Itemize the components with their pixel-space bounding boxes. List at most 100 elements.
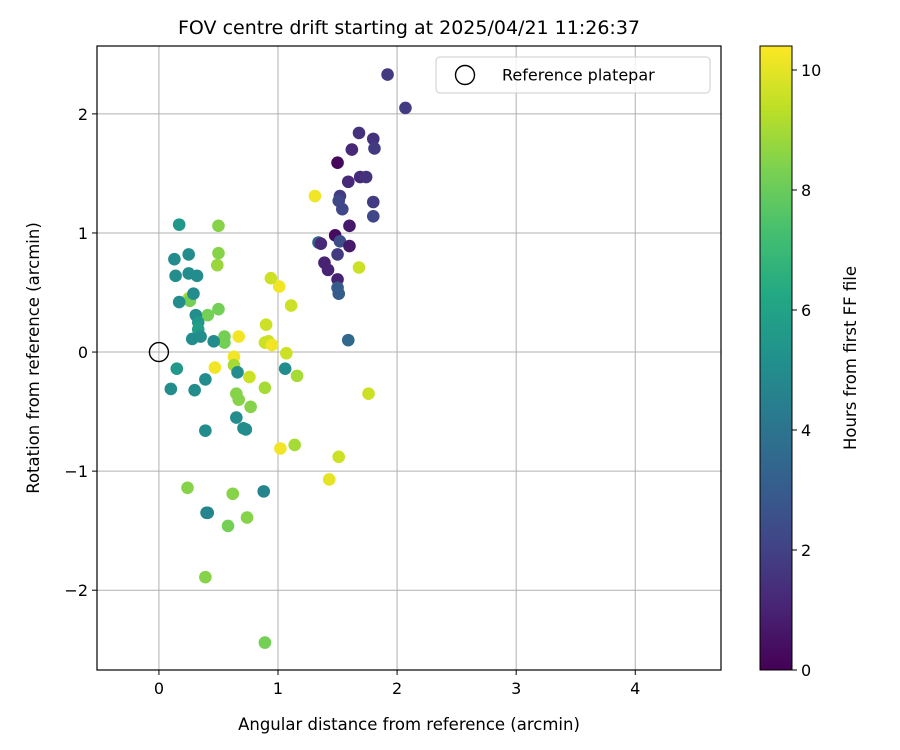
scatter-point [368, 142, 381, 155]
scatter-point [212, 246, 225, 260]
scatter-point [274, 442, 287, 455]
x-axis-ticks: 0 1 2 3 4 [154, 670, 640, 698]
scatter-point [169, 269, 182, 283]
scatter-point [345, 143, 359, 156]
legend-marker-icon [454, 64, 476, 86]
scatter-point [332, 287, 346, 300]
legend-entry-reference: Reference platepar [502, 66, 655, 85]
y-axis-ticks: −2 −1 0 1 2 [64, 105, 97, 600]
scatter-point [259, 318, 273, 331]
scatter-point [314, 237, 328, 250]
scatter-point [208, 361, 222, 374]
scatter-point [362, 387, 375, 401]
scatter-point [232, 393, 246, 406]
scatter-point [265, 338, 279, 352]
reference-marker-layer [148, 341, 170, 363]
scatter-point [230, 411, 243, 424]
scatter-point [212, 302, 225, 316]
scatter-point [272, 280, 286, 293]
y-tick-label: 0 [78, 343, 88, 362]
colorbar: 0 2 4 6 8 10 Hours from first FF file [759, 45, 860, 680]
scatter-point [332, 450, 346, 464]
colorbar-tick-label: 10 [801, 61, 821, 80]
y-tick-label: −2 [64, 581, 88, 600]
legend: Reference platepar [435, 56, 711, 94]
scatter-point [221, 519, 235, 533]
scatter-point [341, 175, 355, 189]
scatter-point [308, 189, 322, 203]
scatter-point [352, 261, 366, 274]
reference-platepar-marker [148, 341, 170, 363]
y-axis-label: Rotation from reference (arcmin) [24, 222, 43, 494]
scatter-point [399, 101, 412, 115]
data-points [164, 68, 412, 649]
scatter-point [343, 239, 356, 253]
scatter-point [290, 369, 304, 383]
x-tick-label: 4 [630, 679, 640, 698]
scatter-point [182, 248, 195, 261]
scatter-point [181, 481, 194, 495]
scatter-point [331, 156, 344, 170]
scatter-point [172, 295, 186, 309]
scatter-point [288, 438, 301, 452]
scatter-point [352, 126, 366, 140]
scatter-point [201, 506, 215, 520]
scatter-point [212, 219, 225, 233]
grid [97, 46, 721, 670]
colorbar-label: Hours from first FF file [841, 266, 860, 450]
scatter-point [194, 330, 207, 343]
colorbar-gradient [759, 45, 793, 671]
scatter-point [239, 423, 253, 436]
scatter-point [333, 234, 347, 248]
scatter-point [264, 271, 278, 285]
scatter-point [168, 252, 181, 266]
scatter-point [244, 400, 257, 414]
colorbar-tick-label: 0 [801, 661, 811, 680]
scatter-point [257, 485, 271, 498]
scatter-point [187, 287, 200, 300]
chart-title: FOV centre drift starting at 2025/04/21 … [178, 17, 640, 39]
y-tick-label: 1 [78, 224, 88, 243]
scatter-point [201, 308, 215, 322]
scatter-point [199, 424, 212, 437]
scatter-point [258, 636, 272, 649]
scatter-point [232, 330, 246, 343]
legend-box [435, 56, 711, 94]
scatter-point [258, 381, 272, 395]
scatter-point [359, 170, 373, 184]
scatter-point [343, 219, 356, 233]
scatter-point [280, 346, 293, 360]
scatter-point [322, 473, 336, 486]
scatter-point [331, 248, 344, 261]
x-axis-label: Angular distance from reference (arcmin) [238, 715, 580, 734]
scatter-point [278, 362, 292, 376]
y-tick-label: −1 [64, 462, 88, 481]
colorbar-tick-label: 4 [801, 421, 811, 440]
scatter-point [231, 365, 244, 379]
x-tick-label: 2 [392, 679, 402, 698]
scatter-point [366, 209, 380, 223]
plot-frame [96, 45, 722, 671]
scatter-point [341, 333, 355, 347]
scatter-point [218, 336, 231, 349]
scatter-point [190, 269, 204, 283]
scatter-point [172, 218, 186, 231]
scatter-point [188, 383, 201, 397]
colorbar-ticks: 0 2 4 6 8 10 [792, 61, 821, 680]
scatter-point [381, 68, 394, 81]
scatter-point [170, 362, 184, 376]
scatter-point [366, 195, 380, 209]
scatter-point [226, 487, 240, 501]
colorbar-tick-label: 6 [801, 301, 811, 320]
scatter-point [207, 335, 221, 348]
scatter-point [284, 299, 298, 312]
scatter-point [366, 132, 380, 146]
scatter-point [336, 202, 349, 216]
scatter-point [321, 263, 335, 277]
scatter-point [243, 370, 256, 384]
scatter-point [199, 373, 212, 386]
scatter-point [199, 570, 212, 584]
x-tick-label: 3 [511, 679, 521, 698]
colorbar-tick-label: 2 [801, 541, 811, 560]
